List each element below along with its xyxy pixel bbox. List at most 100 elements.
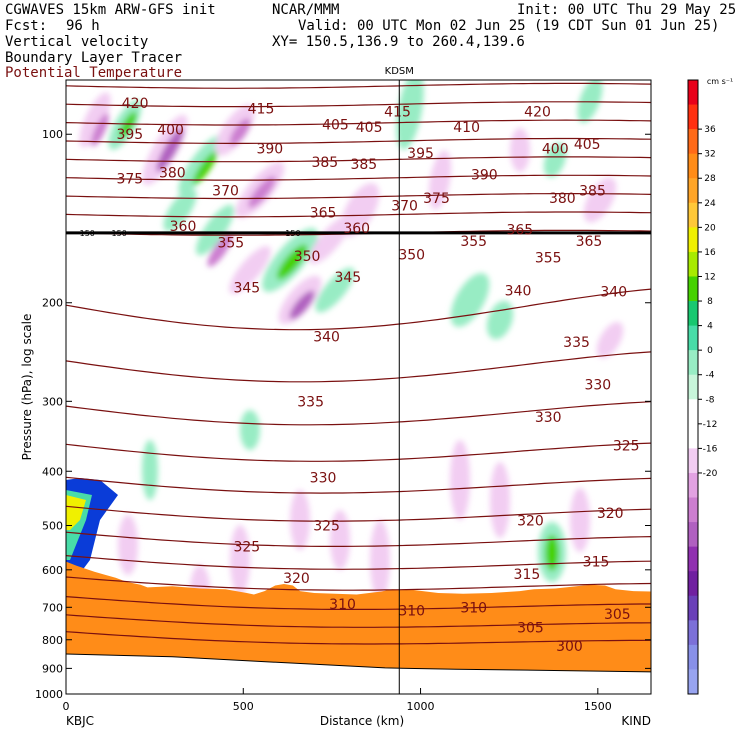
plot-fields: 420 415 415 420 395 400 405 405 410 390 385 385 395 4…: [66, 28, 651, 694]
theta-label: 330: [584, 378, 611, 394]
colorbar-swatch: [688, 669, 698, 695]
colorbar-swatch: [688, 227, 698, 253]
colorbar-label: 16: [704, 248, 716, 258]
x-tick-label: 1000: [407, 700, 435, 713]
colorbar-swatch: [688, 448, 698, 474]
vertical-velocity-blob: [119, 111, 137, 139]
isentrope: [66, 156, 651, 163]
isentrope: [66, 401, 651, 426]
theta-label: 360: [170, 219, 197, 235]
colorbar-swatch: [688, 301, 698, 327]
colorbar-label: -8: [706, 395, 715, 405]
theta-label: 410: [453, 120, 480, 136]
theta-label: 390: [471, 167, 498, 183]
isentrope: [66, 174, 651, 181]
tracer-peak: [66, 495, 86, 530]
theta-label: 315: [514, 567, 541, 583]
theta-label: 315: [583, 555, 610, 571]
y-tick-label: 600: [42, 564, 63, 577]
vertical-velocity-blob: [583, 177, 617, 223]
colorbar-swatch: [688, 522, 698, 548]
vertical-velocity-blob: [91, 113, 109, 147]
isentrope: [66, 476, 651, 494]
theta-label: 345: [334, 270, 361, 286]
colorbar-label: -20: [703, 469, 718, 479]
theta-label: 340: [505, 283, 532, 299]
vertical-velocity-blob: [370, 520, 390, 600]
vertical-velocity-blob: [142, 440, 158, 500]
colorbar-label: -16: [703, 444, 718, 454]
theta-label: 415: [248, 102, 275, 118]
theta-label: 335: [563, 335, 590, 351]
theta-label: 350: [294, 249, 321, 265]
y-tick-label: 900: [42, 662, 63, 675]
colorbar-label: 24: [704, 199, 716, 209]
colorbar-swatch: [688, 80, 698, 106]
theta-label: 395: [116, 127, 143, 143]
colorbar-swatch: [688, 497, 698, 523]
isentrope: [66, 119, 651, 126]
vertical-velocity-blob: [543, 142, 567, 178]
theta-label: 330: [310, 470, 337, 486]
potential-temperature-isentropes: [66, 28, 651, 645]
y-axis-label: Pressure (hPa), log scale: [20, 314, 34, 461]
theta-label: 415: [384, 104, 411, 120]
theta-label: 325: [313, 518, 340, 534]
theta-label: 370: [212, 183, 239, 199]
theta-label: 300: [556, 639, 583, 655]
isentrope: [66, 576, 651, 591]
vertical-velocity-blob: [192, 151, 218, 185]
right-station-label: KIND: [621, 714, 651, 728]
theta-label: 310: [398, 604, 425, 620]
colorbar-frame: [687, 79, 699, 695]
vertical-velocity-blob: [450, 273, 490, 327]
colorbar-unit: cm s⁻¹: [707, 77, 733, 86]
colorbar-swatch: [688, 546, 698, 572]
plot-frame: [65, 79, 652, 695]
colorbar-swatch: [688, 374, 698, 400]
theta-label: 380: [549, 191, 576, 207]
model-title: CGWAVES 15km ARW-GFS init: [5, 2, 216, 18]
theta-label: 320: [597, 506, 624, 522]
vertical-velocity-blob: [596, 321, 624, 359]
tracer-contour-label: 150: [80, 229, 95, 238]
theta-label: 365: [310, 206, 337, 222]
vertical-velocity-blob: [570, 488, 590, 552]
y-tick-label: 200: [42, 297, 63, 310]
tracer-contour-label: 150: [112, 229, 127, 238]
colorbar-swatch: [688, 153, 698, 179]
vertical-velocity-blob: [290, 490, 310, 550]
theta-label: 335: [297, 394, 324, 410]
isentrope: [66, 531, 651, 547]
isentrope: [66, 442, 651, 462]
vertical-velocity-blob: [490, 462, 510, 538]
colorbar-swatch: [688, 472, 698, 499]
isentrope: [66, 101, 651, 108]
isentrope: [66, 28, 651, 33]
vertical-velocity-blob: [510, 128, 530, 172]
colorbar-swatch: [688, 178, 698, 204]
vertical-velocity-blob: [229, 246, 271, 294]
theta-label: 325: [613, 439, 640, 455]
isentrope: [66, 631, 651, 645]
theta-label: 305: [517, 620, 544, 636]
colorbar: 36 32 28 24 20 16 12 8 4 0 -4 -8 -12 -16 -20: [687, 79, 718, 695]
colorbar-swatch: [688, 595, 698, 621]
colorbar-swatch: [688, 350, 698, 376]
colorbar-swatch: [688, 251, 698, 277]
x-tick-label: 1500: [584, 700, 612, 713]
isentrope: [66, 47, 651, 52]
theta-label: 390: [256, 141, 283, 157]
colorbar-label: 8: [707, 297, 713, 307]
isentrope: [66, 505, 651, 522]
field-potential-temperature: Potential Temperature: [5, 65, 183, 81]
theta-label: 405: [322, 117, 349, 133]
x-tick-label: 0: [63, 700, 70, 713]
theta-label: 405: [356, 120, 383, 136]
field-vertical-velocity: Vertical velocity: [5, 34, 149, 50]
isentrope: [66, 65, 651, 70]
theta-label: 420: [524, 104, 551, 120]
isentrope: [66, 351, 651, 383]
cross-section-xy: XY= 150.5,136.9 to 260.4,139.6: [272, 34, 525, 50]
